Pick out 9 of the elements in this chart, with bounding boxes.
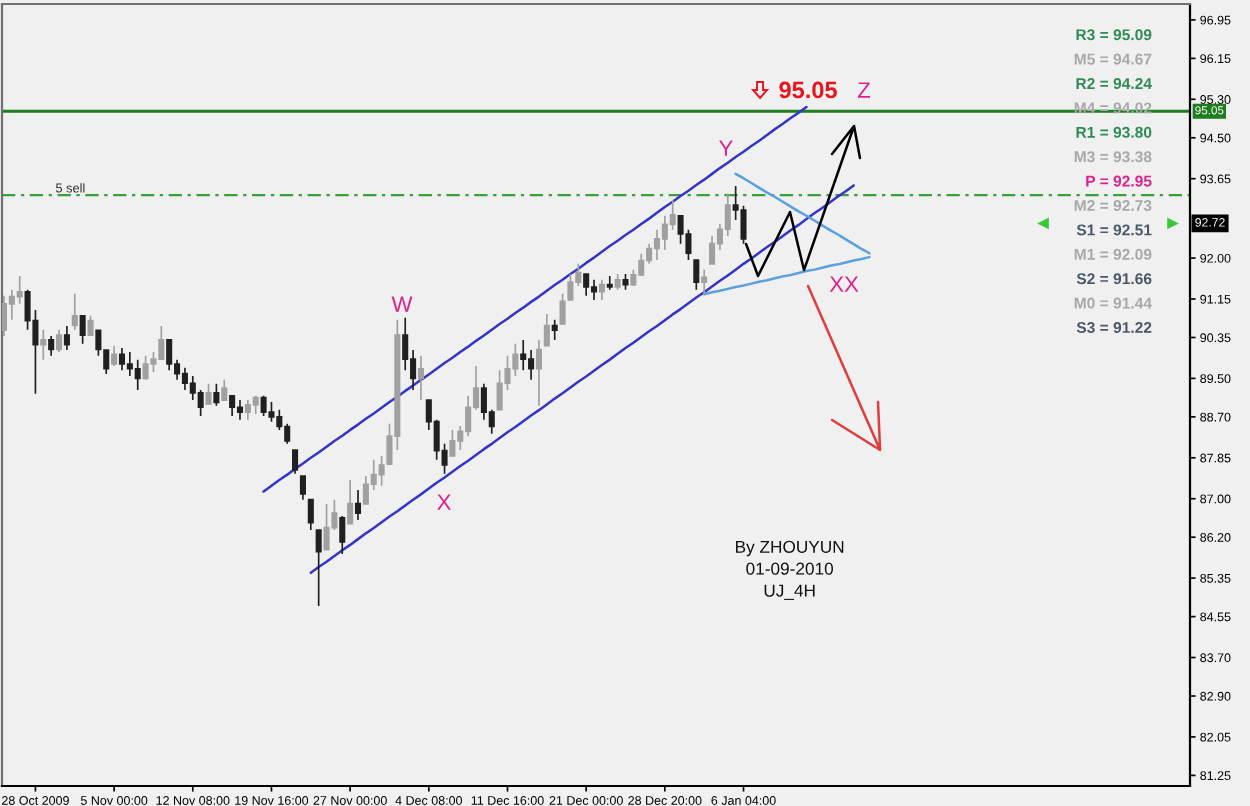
annotation: XX [829, 276, 859, 292]
annotation: X [437, 494, 451, 510]
annotation: UJ_4H [764, 584, 815, 600]
annotation: Y [719, 140, 733, 156]
annotation: 01-09-2010 [746, 562, 834, 575]
annotation: 95.05 [779, 81, 837, 99]
annotation: Z [857, 82, 871, 98]
annotation: By ZHOUYUN [736, 540, 844, 557]
annotation: W [391, 296, 413, 312]
